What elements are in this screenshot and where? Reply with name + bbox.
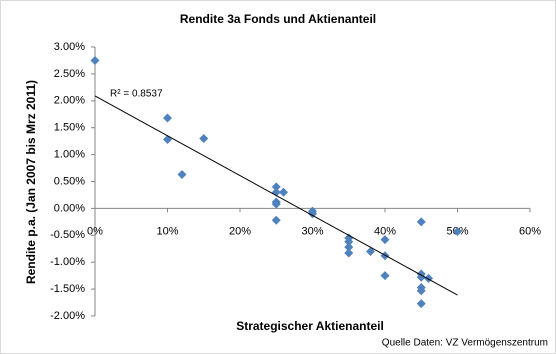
data-point (366, 246, 375, 256)
r-squared: R² = 0.8537 (110, 89, 163, 100)
y-tick-label: 1.50% (54, 122, 85, 134)
y-tick-label: 0.00% (54, 202, 85, 214)
x-tick-label: 40% (374, 225, 396, 237)
y-tick-label: 2.00% (54, 95, 85, 107)
data-point (163, 113, 172, 123)
data-point (416, 299, 426, 309)
x-tick-label: 10% (156, 225, 178, 237)
data-point (271, 182, 281, 192)
data-point (453, 227, 462, 237)
data-point (416, 286, 426, 296)
source-note: Quelle Daten: VZ Vermögenszentrum (382, 338, 548, 349)
data-point (271, 215, 281, 225)
y-tick-label: 1.00% (54, 149, 85, 161)
y-tick-label: -1.00% (50, 256, 85, 268)
y-tick-label: -1.50% (50, 283, 85, 295)
trend-line (94, 95, 458, 296)
data-point (199, 133, 209, 143)
data-point (416, 217, 426, 227)
data-point (279, 187, 288, 197)
y-tick-label: 0.50% (54, 175, 85, 187)
data-point (90, 55, 100, 65)
chart-title: Rendite 3a Fonds und Aktienanteil (180, 12, 376, 26)
data-point (344, 242, 354, 252)
y-tick-label: 3.00% (54, 41, 85, 53)
y-tick-label: -0.50% (50, 229, 85, 241)
data-point (380, 271, 390, 281)
x-axis-title: Strategischer Aktienanteil (236, 319, 384, 333)
data-point (380, 235, 390, 245)
data-point (177, 170, 187, 180)
y-tick-label: 2.50% (54, 68, 85, 80)
data-point (416, 272, 426, 282)
data-point (308, 209, 317, 219)
data-point (344, 248, 354, 258)
x-tick-label: 0% (87, 225, 103, 237)
y-tick-label: -2.00% (50, 310, 85, 322)
data-point (344, 237, 354, 247)
y-axis-title: Rendite p.a. (Jan 2007 bis Mrz 2011) (24, 80, 38, 284)
x-tick-label: 20% (229, 225, 251, 237)
data-point (271, 199, 281, 209)
x-tick-label: 60% (519, 225, 541, 237)
x-tick-label: 30% (301, 225, 323, 237)
